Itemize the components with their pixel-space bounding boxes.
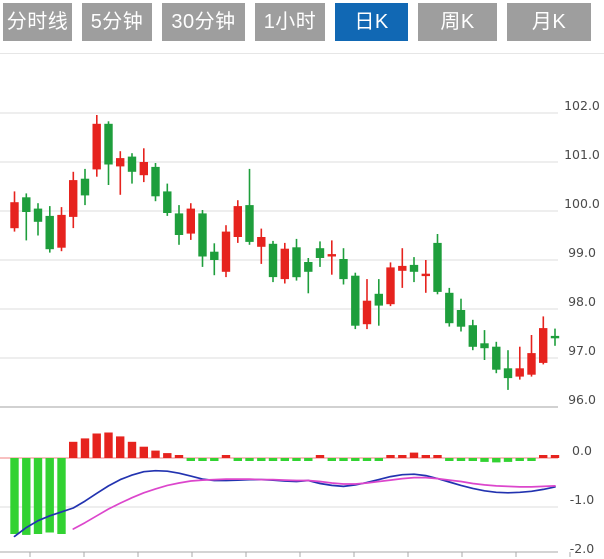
svg-text:102.0: 102.0: [564, 98, 600, 113]
tab-timeline[interactable]: 分时线: [3, 3, 72, 41]
tab-1hour[interactable]: 1小时: [255, 3, 325, 41]
svg-text:-2.0: -2.0: [570, 541, 594, 556]
svg-text:0.0: 0.0: [572, 443, 592, 458]
tab-monthly-k[interactable]: 月K: [507, 3, 591, 41]
svg-text:101.0: 101.0: [564, 147, 600, 162]
svg-text:98.0: 98.0: [568, 294, 596, 309]
tab-daily-k[interactable]: 日K: [335, 3, 408, 41]
svg-text:97.0: 97.0: [568, 343, 596, 358]
tab-30min[interactable]: 30分钟: [162, 3, 245, 41]
tab-5min[interactable]: 5分钟: [82, 3, 152, 41]
svg-text:100.0: 100.0: [564, 196, 600, 211]
svg-text:-1.0: -1.0: [570, 492, 594, 507]
svg-text:96.0: 96.0: [568, 392, 596, 407]
svg-text:99.0: 99.0: [568, 245, 596, 260]
timeframe-tabbar: 分时线 5分钟 30分钟 1小时 日K 周K 月K: [3, 3, 591, 41]
tab-weekly-k[interactable]: 周K: [418, 3, 497, 41]
